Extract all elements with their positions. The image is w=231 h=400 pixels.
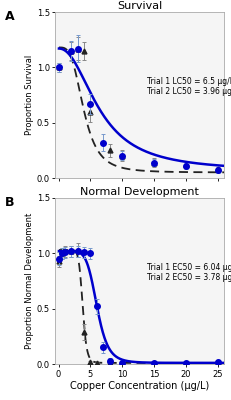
Text: Trial 1 LC50 = 6.5 μg/L
Trial 2 LC50 = 3.96 μg/L: Trial 1 LC50 = 6.5 μg/L Trial 2 LC50 = 3… bbox=[146, 77, 231, 96]
Text: A: A bbox=[5, 10, 15, 23]
Title: Survival: Survival bbox=[117, 1, 162, 11]
Text: Trial 1 EC50 = 6.04 μg/L
Trial 2 EC50 = 3.78 μg/L: Trial 1 EC50 = 6.04 μg/L Trial 2 EC50 = … bbox=[146, 263, 231, 282]
Y-axis label: Proportion Survival: Proportion Survival bbox=[25, 55, 34, 135]
X-axis label: Copper Concentration (μg/L): Copper Concentration (μg/L) bbox=[70, 381, 209, 391]
Text: B: B bbox=[5, 196, 14, 209]
Y-axis label: Proportion Normal Development: Proportion Normal Development bbox=[25, 213, 34, 349]
Title: Normal Development: Normal Development bbox=[80, 187, 199, 197]
